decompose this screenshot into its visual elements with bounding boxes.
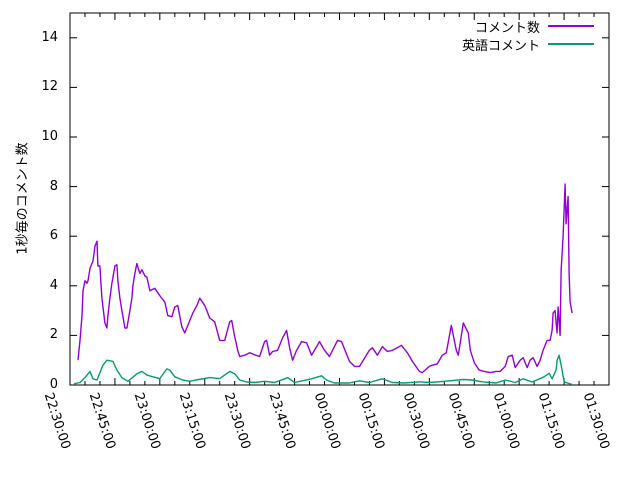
y-axis-label: 1秒毎のコメント数	[15, 142, 31, 255]
legend: コメント数 英語コメント	[461, 17, 594, 54]
plot-border	[69, 12, 610, 386]
y-tick-label: 6	[49, 228, 58, 244]
y-tick-label: 12	[41, 79, 58, 95]
legend-entry-comment-count: コメント数	[462, 17, 594, 36]
legend-line-sample-comment-count	[548, 25, 594, 27]
y-tick-label: 2	[49, 327, 58, 343]
english-comment-line	[73, 354, 573, 386]
comment-count-line	[77, 183, 573, 374]
y-tick-label: 10	[41, 129, 58, 144]
legend-label-comment-count: コメント数	[474, 20, 540, 36]
y-tick-label: 4	[49, 277, 58, 293]
legend-entry-english-comments: 英語コメント	[461, 35, 594, 54]
legend-line-sample-english-comments	[548, 43, 594, 45]
legend-label-english-comments: 英語コメント	[461, 38, 540, 54]
y-tick-label: 14	[41, 29, 58, 45]
y-tick-label: 0	[49, 377, 58, 392]
y-tick-label: 8	[49, 178, 58, 194]
